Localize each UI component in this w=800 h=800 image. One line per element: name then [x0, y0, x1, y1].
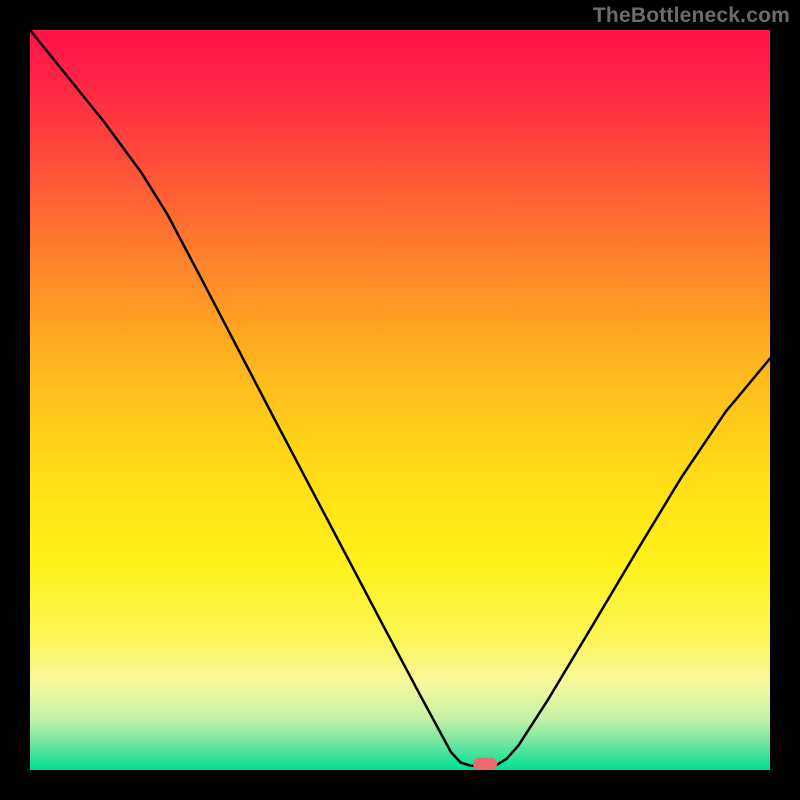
optimal-marker: [473, 758, 497, 770]
chart-frame: TheBottleneck.com: [0, 0, 800, 800]
watermark-text: TheBottleneck.com: [593, 4, 790, 28]
bottleneck-curve-plot: [30, 30, 770, 770]
